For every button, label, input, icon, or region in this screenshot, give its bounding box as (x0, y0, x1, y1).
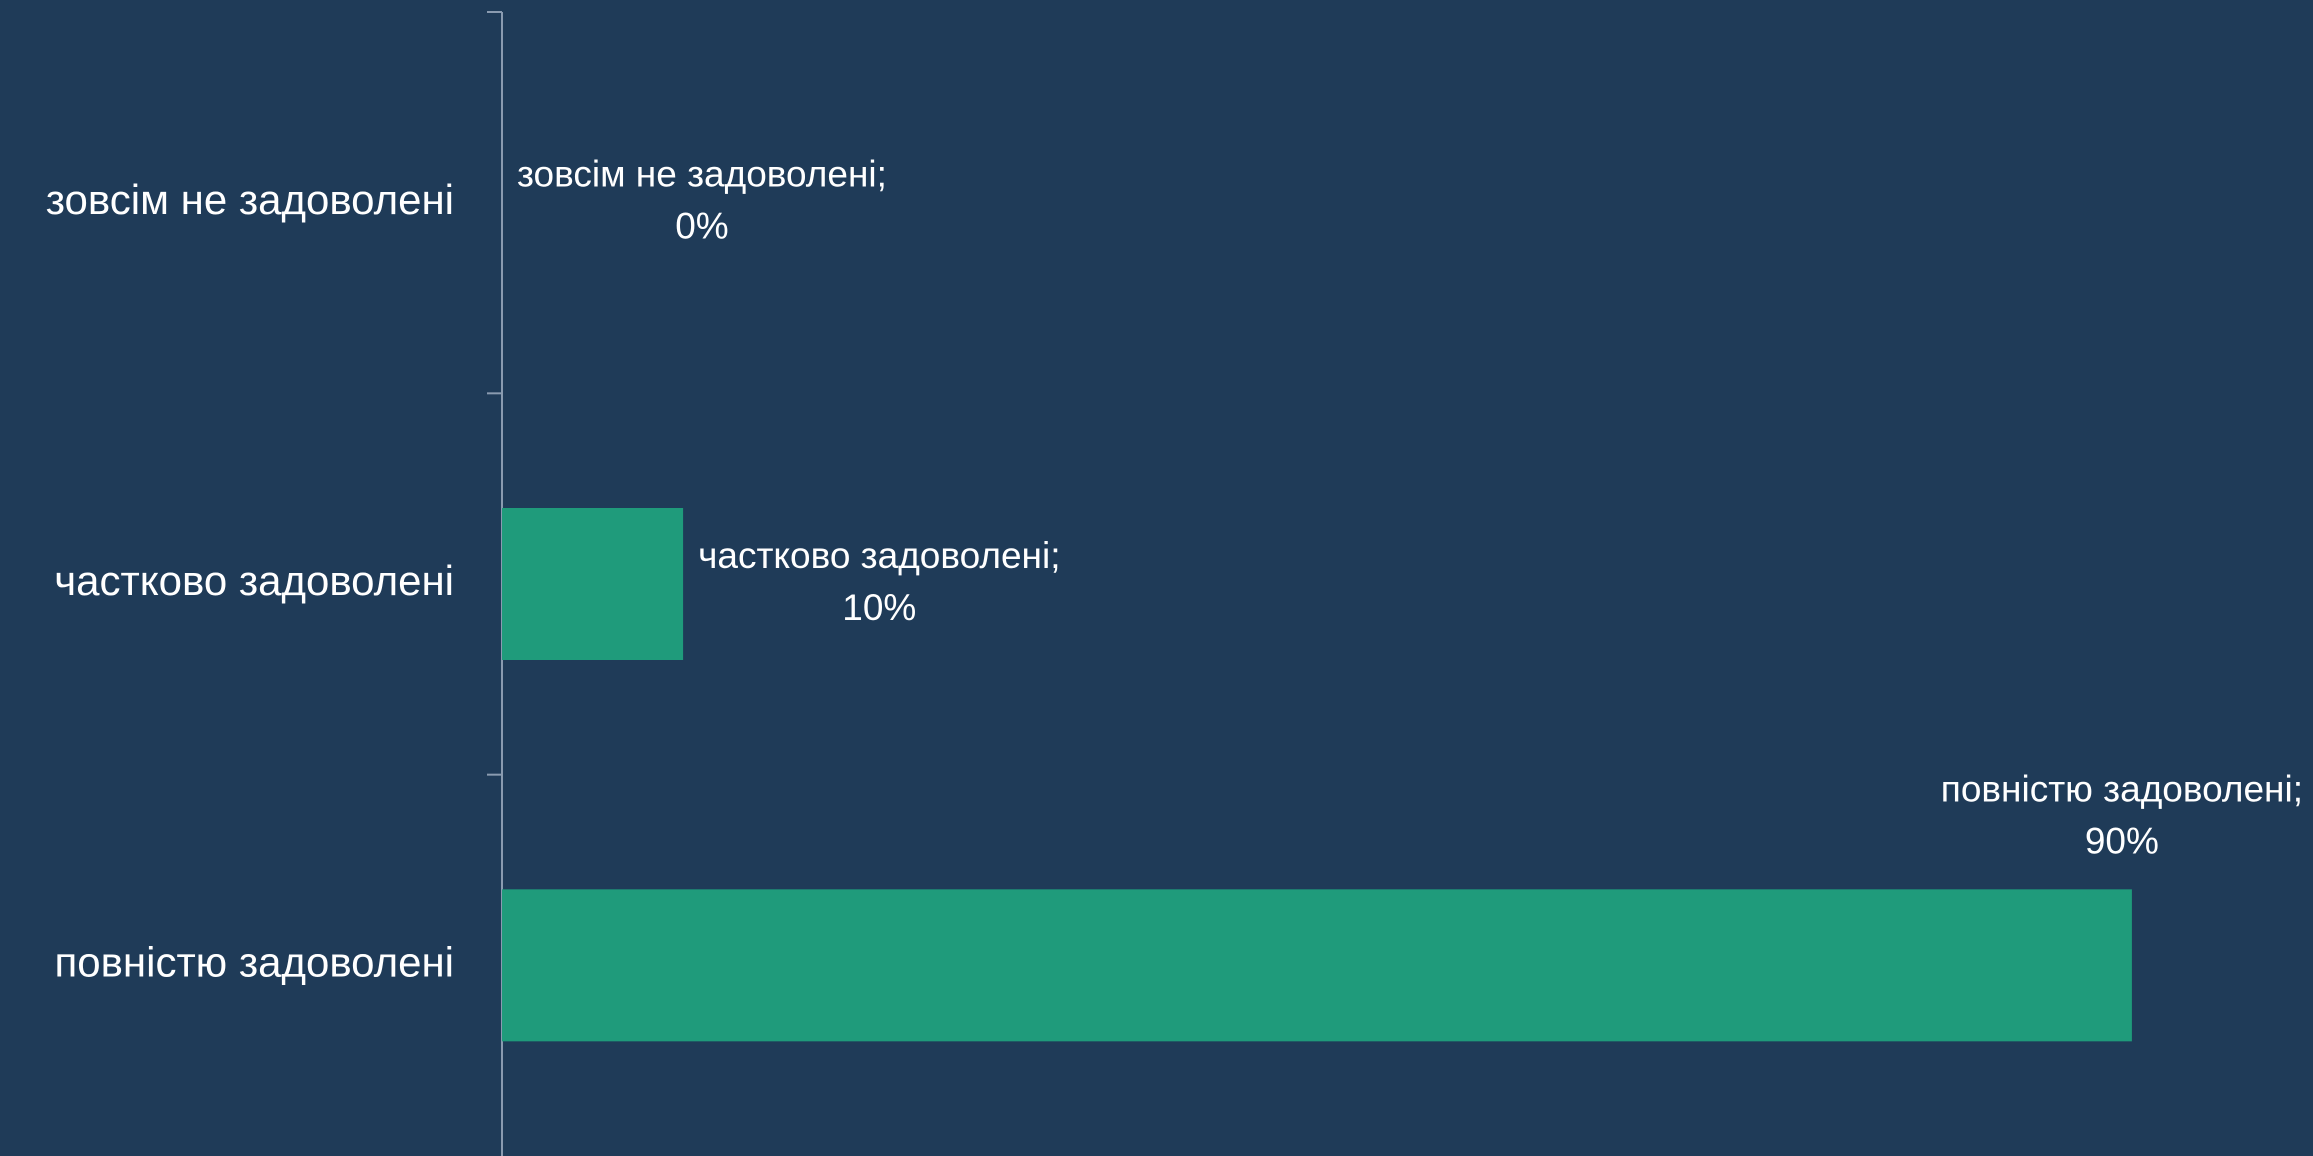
y-tick-label: повністю задоволені (55, 938, 455, 985)
data-label-line: частково задоволені; (698, 535, 1060, 576)
data-label-line: повністю задоволені; (1941, 768, 2303, 809)
data-label: повністю задоволені; 90% (1941, 768, 2303, 861)
data-label: зовсім не задоволені; 0% (517, 153, 887, 246)
bar (502, 889, 2132, 1042)
data-label: частково задоволені; 10% (698, 535, 1060, 628)
bar (502, 508, 684, 660)
y-tick-label: зовсім не задоволені (46, 176, 454, 223)
data-label-value: 10% (842, 587, 916, 628)
y-tick-label: частково задоволені (54, 557, 454, 604)
data-label-value: 90% (2085, 820, 2159, 861)
data-label-value: 0% (675, 205, 728, 246)
data-label-line: зовсім не задоволені; (517, 153, 887, 194)
